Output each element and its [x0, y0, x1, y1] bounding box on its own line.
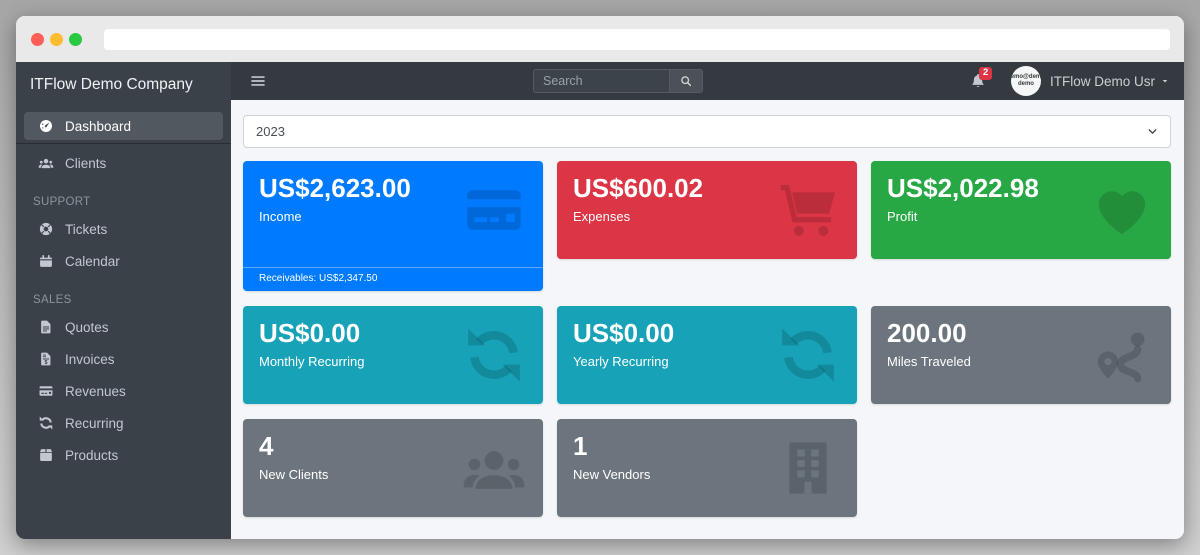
- card-new-clients: 4 New Clients: [243, 419, 543, 517]
- stat-value: 200.00: [887, 318, 967, 348]
- card-yearly-recurring: US$0.00 Yearly Recurring: [557, 306, 857, 404]
- browser-window: ITFlow Demo Company Dashboard Clients SUPP…: [16, 16, 1184, 539]
- sidebar-section-sales: SALES: [33, 294, 72, 306]
- sidebar-item-calendar[interactable]: Calendar: [24, 247, 223, 275]
- card-new-vendors: 1 New Vendors: [557, 419, 857, 517]
- cart-icon: [775, 177, 841, 243]
- sync-icon: [37, 415, 55, 431]
- search-group: [532, 69, 703, 93]
- sidebar-section-support: SUPPORT: [33, 196, 91, 208]
- sidebar-item-invoices[interactable]: $ Invoices: [24, 345, 223, 373]
- card-expenses: US$600.02 Expenses: [557, 161, 857, 259]
- stat-label: Expenses: [573, 208, 631, 224]
- stat-label: New Clients: [259, 466, 329, 482]
- hamburger-menu-icon[interactable]: [249, 72, 267, 90]
- credit-card-icon: [461, 177, 527, 243]
- brand-title[interactable]: ITFlow Demo Company: [30, 76, 193, 93]
- sidebar-item-label: Dashboard: [65, 118, 132, 134]
- sidebar-divider: [16, 143, 231, 144]
- notifications-button[interactable]: 2: [969, 67, 993, 90]
- box-icon: [37, 447, 55, 463]
- user-name: ITFlow Demo Usr: [1049, 73, 1155, 89]
- year-select-wrap: 2023: [243, 115, 1171, 148]
- stat-value: 4: [259, 431, 274, 461]
- caret-down-icon: [1160, 76, 1170, 86]
- stat-value: US$0.00: [259, 318, 361, 348]
- card-income: US$2,623.00 Income Receivables: US$2,347.5…: [243, 161, 543, 291]
- life-ring-icon: [37, 221, 55, 237]
- stat-label: Yearly Recurring: [573, 353, 669, 369]
- sidebar-item-quotes[interactable]: Quotes: [24, 313, 223, 341]
- stat-value: US$0.00: [573, 318, 675, 348]
- close-window-button[interactable]: [31, 32, 44, 46]
- sidebar-item-label: Clients: [65, 155, 107, 171]
- users-icon: [461, 435, 527, 501]
- year-select[interactable]: 2023: [243, 115, 1171, 148]
- stat-value: 1: [573, 431, 588, 461]
- stat-value: US$2,623.00: [259, 173, 411, 203]
- sidebar-item-label: Calendar: [65, 253, 120, 269]
- calendar-icon: [37, 253, 55, 269]
- app-shell: ITFlow Demo Company Dashboard Clients SUPP…: [16, 62, 1184, 539]
- heart-icon: [1089, 177, 1155, 243]
- file-invoice-icon: $: [37, 351, 55, 367]
- browser-chrome: [16, 16, 1184, 62]
- window-controls: [31, 32, 82, 46]
- user-menu[interactable]: demo@demo demo ITFlow Demo Usr: [1010, 66, 1170, 96]
- zoom-window-button[interactable]: [69, 32, 82, 46]
- minimize-window-button[interactable]: [50, 32, 63, 46]
- stat-value: US$2,022.98: [887, 173, 1039, 203]
- sidebar-item-label: Products: [65, 447, 119, 463]
- card-profit: US$2,022.98 Profit: [871, 161, 1171, 259]
- stat-label: Income: [259, 208, 302, 224]
- sync-icon: [775, 322, 841, 388]
- sidebar-item-label: Recurring: [65, 415, 124, 431]
- sidebar-item-label: Quotes: [65, 319, 109, 335]
- top-navbar: 2 demo@demo demo ITFlow Demo Usr: [231, 62, 1184, 100]
- sidebar-item-label: Revenues: [65, 383, 126, 399]
- stat-label: Profit: [887, 208, 918, 224]
- sidebar-item-label: Tickets: [65, 221, 108, 237]
- url-bar[interactable]: [104, 28, 1170, 50]
- sync-icon: [461, 322, 527, 388]
- search-button[interactable]: [668, 69, 703, 93]
- gauge-icon: [37, 118, 55, 134]
- building-icon: [775, 435, 841, 501]
- sidebar-item-revenues[interactable]: Revenues: [24, 377, 223, 405]
- users-icon: [37, 155, 55, 171]
- card-monthly-recurring: US$0.00 Monthly Recurring: [243, 306, 543, 404]
- stat-label: Miles Traveled: [887, 353, 971, 369]
- sidebar-item-tickets[interactable]: Tickets: [24, 215, 223, 243]
- sidebar-item-clients[interactable]: Clients: [24, 149, 223, 177]
- stat-label: Monthly Recurring: [259, 353, 365, 369]
- dashboard-content: 2023 US$2,623.00 Income Receivables: US$2,…: [231, 100, 1184, 539]
- dashboard-cards: US$2,623.00 Income Receivables: US$2,347.5…: [243, 161, 1171, 517]
- avatar: demo@demo demo: [1010, 66, 1041, 96]
- sidebar-nav: Dashboard Clients SUPPORT Tickets Calendar SA…: [16, 108, 231, 473]
- file-icon: [37, 319, 55, 335]
- credit-card-icon: [37, 383, 55, 399]
- sidebar-item-dashboard[interactable]: Dashboard: [24, 112, 223, 140]
- sidebar: ITFlow Demo Company Dashboard Clients SUPP…: [16, 62, 231, 539]
- sidebar-item-products[interactable]: Products: [24, 441, 223, 469]
- notification-badge: 2: [978, 67, 993, 80]
- stat-label: New Vendors: [573, 466, 651, 482]
- sidebar-item-recurring[interactable]: Recurring: [24, 409, 223, 437]
- svg-text:$: $: [45, 360, 48, 366]
- sidebar-item-label: Invoices: [65, 351, 115, 367]
- search-input[interactable]: [532, 69, 669, 93]
- search-icon: [679, 74, 693, 88]
- route-icon: [1089, 322, 1155, 388]
- stat-footer: Receivables: US$2,347.50: [243, 267, 543, 291]
- card-miles-traveled: 200.00 Miles Traveled: [871, 306, 1171, 404]
- stat-value: US$600.02: [573, 173, 704, 203]
- main-column: 2 demo@demo demo ITFlow Demo Usr 2023: [231, 62, 1184, 539]
